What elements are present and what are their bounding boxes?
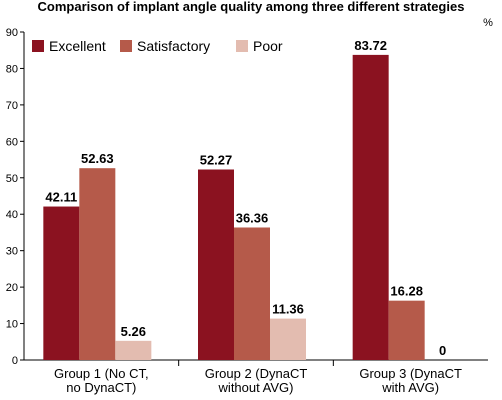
data-label: 16.28 xyxy=(390,284,423,299)
data-label: 36.36 xyxy=(236,210,269,225)
y-tick-label: 30 xyxy=(6,246,18,258)
y-tick-label: 40 xyxy=(6,209,18,221)
y-axis-unit-label: % xyxy=(483,17,493,29)
bar-satisfactory xyxy=(79,168,116,360)
y-tick-label: 60 xyxy=(6,136,18,148)
bar-satisfactory xyxy=(234,227,270,360)
y-tick-label: 80 xyxy=(6,63,18,75)
legend-label: Satisfactory xyxy=(137,38,210,54)
data-label: 52.63 xyxy=(81,151,114,166)
y-tick-label: 10 xyxy=(6,319,18,331)
data-label: 5.26 xyxy=(121,324,146,339)
legend-label: Excellent xyxy=(49,38,106,54)
x-category-label: Group 3 (DynaCT xyxy=(359,366,462,381)
bar-poor xyxy=(115,340,152,360)
x-category-label: no DynaCT) xyxy=(66,380,136,395)
legend-swatch-satisfactory xyxy=(120,40,132,52)
x-category-label: Group 2 (DynaCT xyxy=(205,366,308,381)
bar-excellent xyxy=(352,54,389,360)
bar-excellent xyxy=(198,169,234,360)
legend-swatch-excellent xyxy=(32,40,44,52)
x-category-label: Group 1 (No CT, xyxy=(54,366,149,381)
y-tick-label: 0 xyxy=(12,355,18,367)
bar-poor xyxy=(270,318,306,360)
data-label: 52.27 xyxy=(200,153,233,168)
chart-title: Comparison of implant angle quality amon… xyxy=(38,0,465,14)
data-label: 83.72 xyxy=(354,38,387,53)
y-tick-label: 20 xyxy=(6,282,18,294)
y-tick-label: 70 xyxy=(6,100,18,112)
y-tick-label: 90 xyxy=(6,27,18,39)
y-tick-label: 50 xyxy=(6,173,18,185)
bar-satisfactory xyxy=(388,300,425,360)
data-label: 11.36 xyxy=(272,302,304,317)
legend-swatch-poor xyxy=(236,40,248,52)
x-category-label: without AVG) xyxy=(218,380,294,395)
legend-label: Poor xyxy=(253,38,283,54)
data-label: 0 xyxy=(439,343,446,358)
bar-excellent xyxy=(43,206,80,360)
data-label: 42.11 xyxy=(45,190,77,205)
x-category-label: with AVG) xyxy=(381,380,439,395)
